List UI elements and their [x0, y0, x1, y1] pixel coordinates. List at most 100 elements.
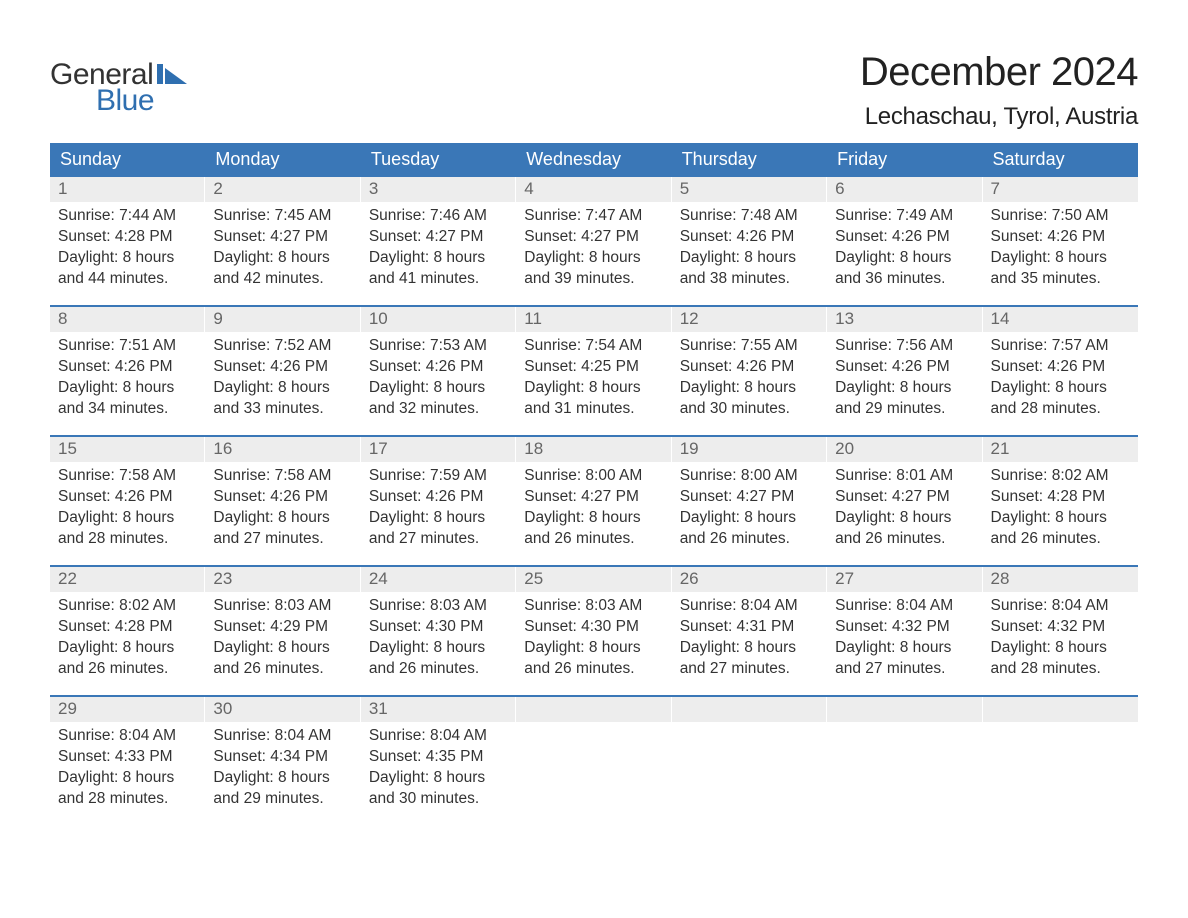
day-details: Sunrise: 8:03 AMSunset: 4:30 PMDaylight:… — [516, 592, 671, 690]
day-d1: Daylight: 8 hours — [680, 638, 819, 659]
day-details: Sunrise: 8:00 AMSunset: 4:27 PMDaylight:… — [672, 462, 827, 560]
day-d1: Daylight: 8 hours — [58, 378, 197, 399]
calendar-cell: 21Sunrise: 8:02 AMSunset: 4:28 PMDayligh… — [983, 437, 1138, 565]
calendar-cell: 1Sunrise: 7:44 AMSunset: 4:28 PMDaylight… — [50, 177, 205, 305]
day-number: 17 — [361, 437, 516, 462]
day-details: Sunrise: 7:52 AMSunset: 4:26 PMDaylight:… — [205, 332, 360, 430]
logo: General Blue — [50, 58, 187, 118]
day-details: Sunrise: 7:59 AMSunset: 4:26 PMDaylight:… — [361, 462, 516, 560]
day-d2: and 26 minutes. — [524, 529, 663, 550]
day-d2: and 26 minutes. — [835, 529, 974, 550]
day-sr: Sunrise: 7:50 AM — [991, 206, 1130, 227]
day-details: Sunrise: 7:51 AMSunset: 4:26 PMDaylight:… — [50, 332, 205, 430]
day-d2: and 42 minutes. — [213, 269, 352, 290]
day-ss: Sunset: 4:25 PM — [524, 357, 663, 378]
month-title: December 2024 — [860, 50, 1138, 95]
calendar: Sunday Monday Tuesday Wednesday Thursday… — [50, 143, 1138, 825]
day-ss: Sunset: 4:26 PM — [991, 227, 1130, 248]
calendar-cell: 14Sunrise: 7:57 AMSunset: 4:26 PMDayligh… — [983, 307, 1138, 435]
logo-flag-icon — [157, 62, 187, 89]
day-d2: and 32 minutes. — [369, 399, 508, 420]
day-d1: Daylight: 8 hours — [524, 508, 663, 529]
day-ss: Sunset: 4:28 PM — [991, 487, 1130, 508]
day-ss: Sunset: 4:26 PM — [991, 357, 1130, 378]
day-sr: Sunrise: 8:04 AM — [680, 596, 819, 617]
week-row: 1Sunrise: 7:44 AMSunset: 4:28 PMDaylight… — [50, 177, 1138, 305]
day-details: Sunrise: 7:50 AMSunset: 4:26 PMDaylight:… — [983, 202, 1138, 300]
day-ss: Sunset: 4:26 PM — [58, 487, 197, 508]
day-number: 28 — [983, 567, 1138, 592]
day-number: 8 — [50, 307, 205, 332]
day-number: 15 — [50, 437, 205, 462]
day-ss: Sunset: 4:34 PM — [213, 747, 352, 768]
day-ss: Sunset: 4:26 PM — [213, 357, 352, 378]
day-d1: Daylight: 8 hours — [524, 638, 663, 659]
day-number: 7 — [983, 177, 1138, 202]
calendar-cell: 10Sunrise: 7:53 AMSunset: 4:26 PMDayligh… — [361, 307, 516, 435]
day-d2: and 44 minutes. — [58, 269, 197, 290]
day-sr: Sunrise: 7:56 AM — [835, 336, 974, 357]
day-d2: and 26 minutes. — [680, 529, 819, 550]
weekday-thu: Thursday — [672, 143, 827, 177]
day-sr: Sunrise: 7:59 AM — [369, 466, 508, 487]
location: Lechaschau, Tyrol, Austria — [860, 103, 1138, 131]
day-details: Sunrise: 7:54 AMSunset: 4:25 PMDaylight:… — [516, 332, 671, 430]
day-details: Sunrise: 7:45 AMSunset: 4:27 PMDaylight:… — [205, 202, 360, 300]
day-ss: Sunset: 4:27 PM — [524, 487, 663, 508]
day-d1: Daylight: 8 hours — [58, 638, 197, 659]
day-sr: Sunrise: 7:46 AM — [369, 206, 508, 227]
day-d2: and 33 minutes. — [213, 399, 352, 420]
day-details: Sunrise: 7:49 AMSunset: 4:26 PMDaylight:… — [827, 202, 982, 300]
day-ss: Sunset: 4:28 PM — [58, 617, 197, 638]
calendar-cell: 8Sunrise: 7:51 AMSunset: 4:26 PMDaylight… — [50, 307, 205, 435]
day-details: Sunrise: 8:01 AMSunset: 4:27 PMDaylight:… — [827, 462, 982, 560]
day-number: 3 — [361, 177, 516, 202]
day-number: 19 — [672, 437, 827, 462]
day-ss: Sunset: 4:27 PM — [680, 487, 819, 508]
calendar-cell: 9Sunrise: 7:52 AMSunset: 4:26 PMDaylight… — [205, 307, 360, 435]
day-number: 20 — [827, 437, 982, 462]
day-number: 29 — [50, 697, 205, 722]
day-d2: and 28 minutes. — [991, 659, 1130, 680]
day-ss: Sunset: 4:30 PM — [524, 617, 663, 638]
calendar-cell: 18Sunrise: 8:00 AMSunset: 4:27 PMDayligh… — [516, 437, 671, 565]
day-details: Sunrise: 7:48 AMSunset: 4:26 PMDaylight:… — [672, 202, 827, 300]
calendar-cell: 31Sunrise: 8:04 AMSunset: 4:35 PMDayligh… — [361, 697, 516, 825]
calendar-cell: . — [983, 697, 1138, 825]
calendar-cell: 22Sunrise: 8:02 AMSunset: 4:28 PMDayligh… — [50, 567, 205, 695]
day-details: Sunrise: 8:00 AMSunset: 4:27 PMDaylight:… — [516, 462, 671, 560]
day-number: 10 — [361, 307, 516, 332]
calendar-cell: 25Sunrise: 8:03 AMSunset: 4:30 PMDayligh… — [516, 567, 671, 695]
calendar-cell: 27Sunrise: 8:04 AMSunset: 4:32 PMDayligh… — [827, 567, 982, 695]
calendar-cell: . — [672, 697, 827, 825]
day-number: . — [516, 697, 671, 722]
day-sr: Sunrise: 7:53 AM — [369, 336, 508, 357]
weekday-sun: Sunday — [50, 143, 205, 177]
day-d1: Daylight: 8 hours — [991, 638, 1130, 659]
day-sr: Sunrise: 8:02 AM — [991, 466, 1130, 487]
calendar-cell: 20Sunrise: 8:01 AMSunset: 4:27 PMDayligh… — [827, 437, 982, 565]
day-d2: and 31 minutes. — [524, 399, 663, 420]
day-d1: Daylight: 8 hours — [524, 378, 663, 399]
week-row: 15Sunrise: 7:58 AMSunset: 4:26 PMDayligh… — [50, 435, 1138, 565]
day-d2: and 26 minutes. — [58, 659, 197, 680]
day-sr: Sunrise: 8:03 AM — [524, 596, 663, 617]
day-d2: and 27 minutes. — [835, 659, 974, 680]
header: General Blue December 2024 Lechaschau, T… — [50, 50, 1138, 131]
day-d2: and 29 minutes. — [835, 399, 974, 420]
weekday-header: Sunday Monday Tuesday Wednesday Thursday… — [50, 143, 1138, 177]
day-sr: Sunrise: 8:01 AM — [835, 466, 974, 487]
day-sr: Sunrise: 7:44 AM — [58, 206, 197, 227]
day-d1: Daylight: 8 hours — [835, 508, 974, 529]
day-d2: and 27 minutes. — [213, 529, 352, 550]
day-d2: and 28 minutes. — [58, 789, 197, 810]
day-sr: Sunrise: 7:52 AM — [213, 336, 352, 357]
day-d1: Daylight: 8 hours — [213, 378, 352, 399]
day-d2: and 27 minutes. — [369, 529, 508, 550]
day-details: Sunrise: 7:57 AMSunset: 4:26 PMDaylight:… — [983, 332, 1138, 430]
weekday-fri: Friday — [827, 143, 982, 177]
day-d1: Daylight: 8 hours — [680, 508, 819, 529]
day-number: 4 — [516, 177, 671, 202]
day-sr: Sunrise: 7:48 AM — [680, 206, 819, 227]
calendar-cell: 17Sunrise: 7:59 AMSunset: 4:26 PMDayligh… — [361, 437, 516, 565]
